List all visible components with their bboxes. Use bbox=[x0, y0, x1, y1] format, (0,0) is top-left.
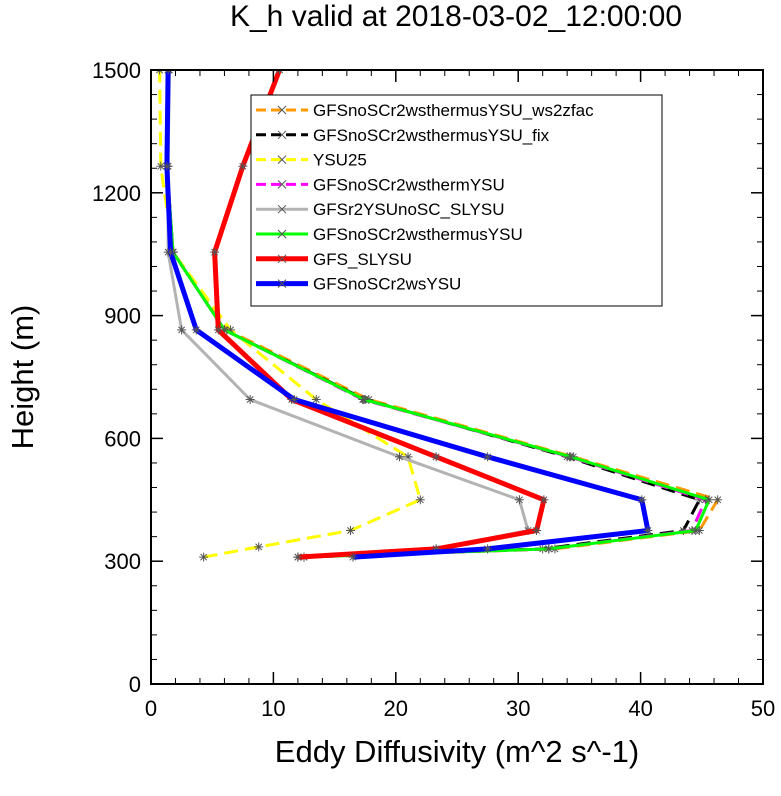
legend-label: GFSnoSCr2wsthermYSU bbox=[313, 175, 505, 194]
legend-marker bbox=[277, 180, 287, 189]
legend-marker bbox=[277, 130, 287, 140]
y-tick-label: 300 bbox=[104, 549, 141, 574]
series-point bbox=[177, 325, 187, 335]
series-point bbox=[213, 325, 223, 335]
series-point bbox=[532, 526, 542, 535]
legend-item: GFSnoSCr2wsYSU bbox=[256, 275, 461, 294]
x-tick-label: 0 bbox=[145, 696, 157, 721]
series-layer bbox=[155, 70, 723, 562]
series-point bbox=[483, 544, 493, 554]
series-point bbox=[713, 495, 723, 505]
series-point bbox=[245, 395, 255, 405]
legend-marker bbox=[277, 105, 287, 115]
series-point bbox=[210, 247, 220, 257]
series-point bbox=[254, 542, 264, 552]
legend-item: GFSr2YSUnoSC_SLYSU bbox=[256, 200, 504, 219]
y-tick-label: 1200 bbox=[92, 181, 141, 206]
series-point bbox=[691, 526, 701, 535]
legend-marker bbox=[277, 279, 287, 288]
series-point bbox=[431, 452, 441, 462]
series-point bbox=[293, 552, 303, 562]
legend-item: GFSnoSCr2wsthermYSU bbox=[256, 175, 505, 194]
series-point bbox=[199, 552, 209, 562]
x-axis-title: Eddy Diffusivity (m^2 s^-1) bbox=[275, 734, 639, 769]
series-point bbox=[566, 452, 576, 462]
legend-marker bbox=[277, 204, 287, 214]
legend-label: GFSnoSCr2wsthermusYSU_fix bbox=[313, 126, 550, 145]
series-point bbox=[191, 325, 201, 335]
legend-item: GFSnoSCr2wsthermusYSU_ws2zfac bbox=[256, 101, 594, 120]
legend-label: GFSnoSCr2wsYSU bbox=[313, 275, 461, 294]
legend-label: GFSr2YSUnoSC_SLYSU bbox=[313, 200, 504, 219]
series-point bbox=[166, 247, 176, 257]
legend-marker bbox=[277, 229, 287, 239]
legend-label: YSU25 bbox=[313, 151, 367, 170]
series-point bbox=[275, 70, 285, 75]
y-tick-label: 0 bbox=[129, 672, 141, 697]
legend-marker bbox=[277, 155, 287, 164]
y-axis-title: Height (m) bbox=[5, 305, 40, 450]
plot-frame bbox=[150, 69, 764, 685]
series-line bbox=[164, 70, 651, 560]
series-point bbox=[289, 395, 299, 405]
legend-label: GFSnoSCr2wsthermusYSU_ws2zfac bbox=[313, 101, 594, 120]
series-point bbox=[155, 70, 165, 75]
series-point bbox=[483, 452, 493, 462]
y-tick-label: 1500 bbox=[92, 58, 141, 83]
series-point bbox=[643, 526, 653, 535]
x-tick-label: 40 bbox=[628, 696, 652, 721]
series-point bbox=[394, 452, 404, 462]
ticks-layer: 0 10 20 30 40 50 0 300 600 900 1200 1500 bbox=[92, 58, 775, 721]
series-8 bbox=[162, 70, 653, 562]
series-point bbox=[346, 526, 356, 535]
series-point bbox=[539, 495, 549, 505]
series-point bbox=[514, 495, 524, 505]
y-tick-label: 900 bbox=[104, 304, 141, 329]
series-point bbox=[415, 495, 425, 505]
legend-item: GFSnoSCr2wsthermusYSU_fix bbox=[256, 126, 550, 145]
series-point bbox=[544, 544, 554, 554]
x-tick-label: 10 bbox=[261, 696, 285, 721]
series-point bbox=[637, 495, 647, 505]
legend-label: GFS_SLYSU bbox=[313, 250, 412, 269]
legend-marker bbox=[277, 254, 287, 264]
series-point bbox=[238, 161, 248, 171]
series-point bbox=[311, 395, 321, 405]
y-tick-label: 600 bbox=[104, 426, 141, 451]
legend-item: GFS_SLYSU bbox=[256, 250, 412, 269]
legend-item: YSU25 bbox=[256, 151, 367, 170]
series-point bbox=[163, 70, 173, 75]
x-tick-label: 20 bbox=[384, 696, 408, 721]
legend-label: GFSnoSCr2wsthermusYSU bbox=[313, 225, 523, 244]
series-line bbox=[212, 70, 547, 560]
series-point bbox=[359, 395, 369, 405]
legend-item: GFSnoSCr2wsthermusYSU bbox=[256, 225, 523, 244]
legend: GFSnoSCr2wsthermusYSU_ws2zfac GFSnoSCr2ws… bbox=[250, 94, 663, 307]
chart-title: K_h valid at 2018-03-02_12:00:00 bbox=[230, 0, 682, 33]
legend-box bbox=[250, 94, 663, 307]
x-tick-label: 50 bbox=[751, 696, 775, 721]
series-point bbox=[162, 161, 172, 171]
series-point bbox=[704, 495, 714, 505]
x-tick-label: 30 bbox=[506, 696, 530, 721]
series-point bbox=[348, 552, 358, 562]
